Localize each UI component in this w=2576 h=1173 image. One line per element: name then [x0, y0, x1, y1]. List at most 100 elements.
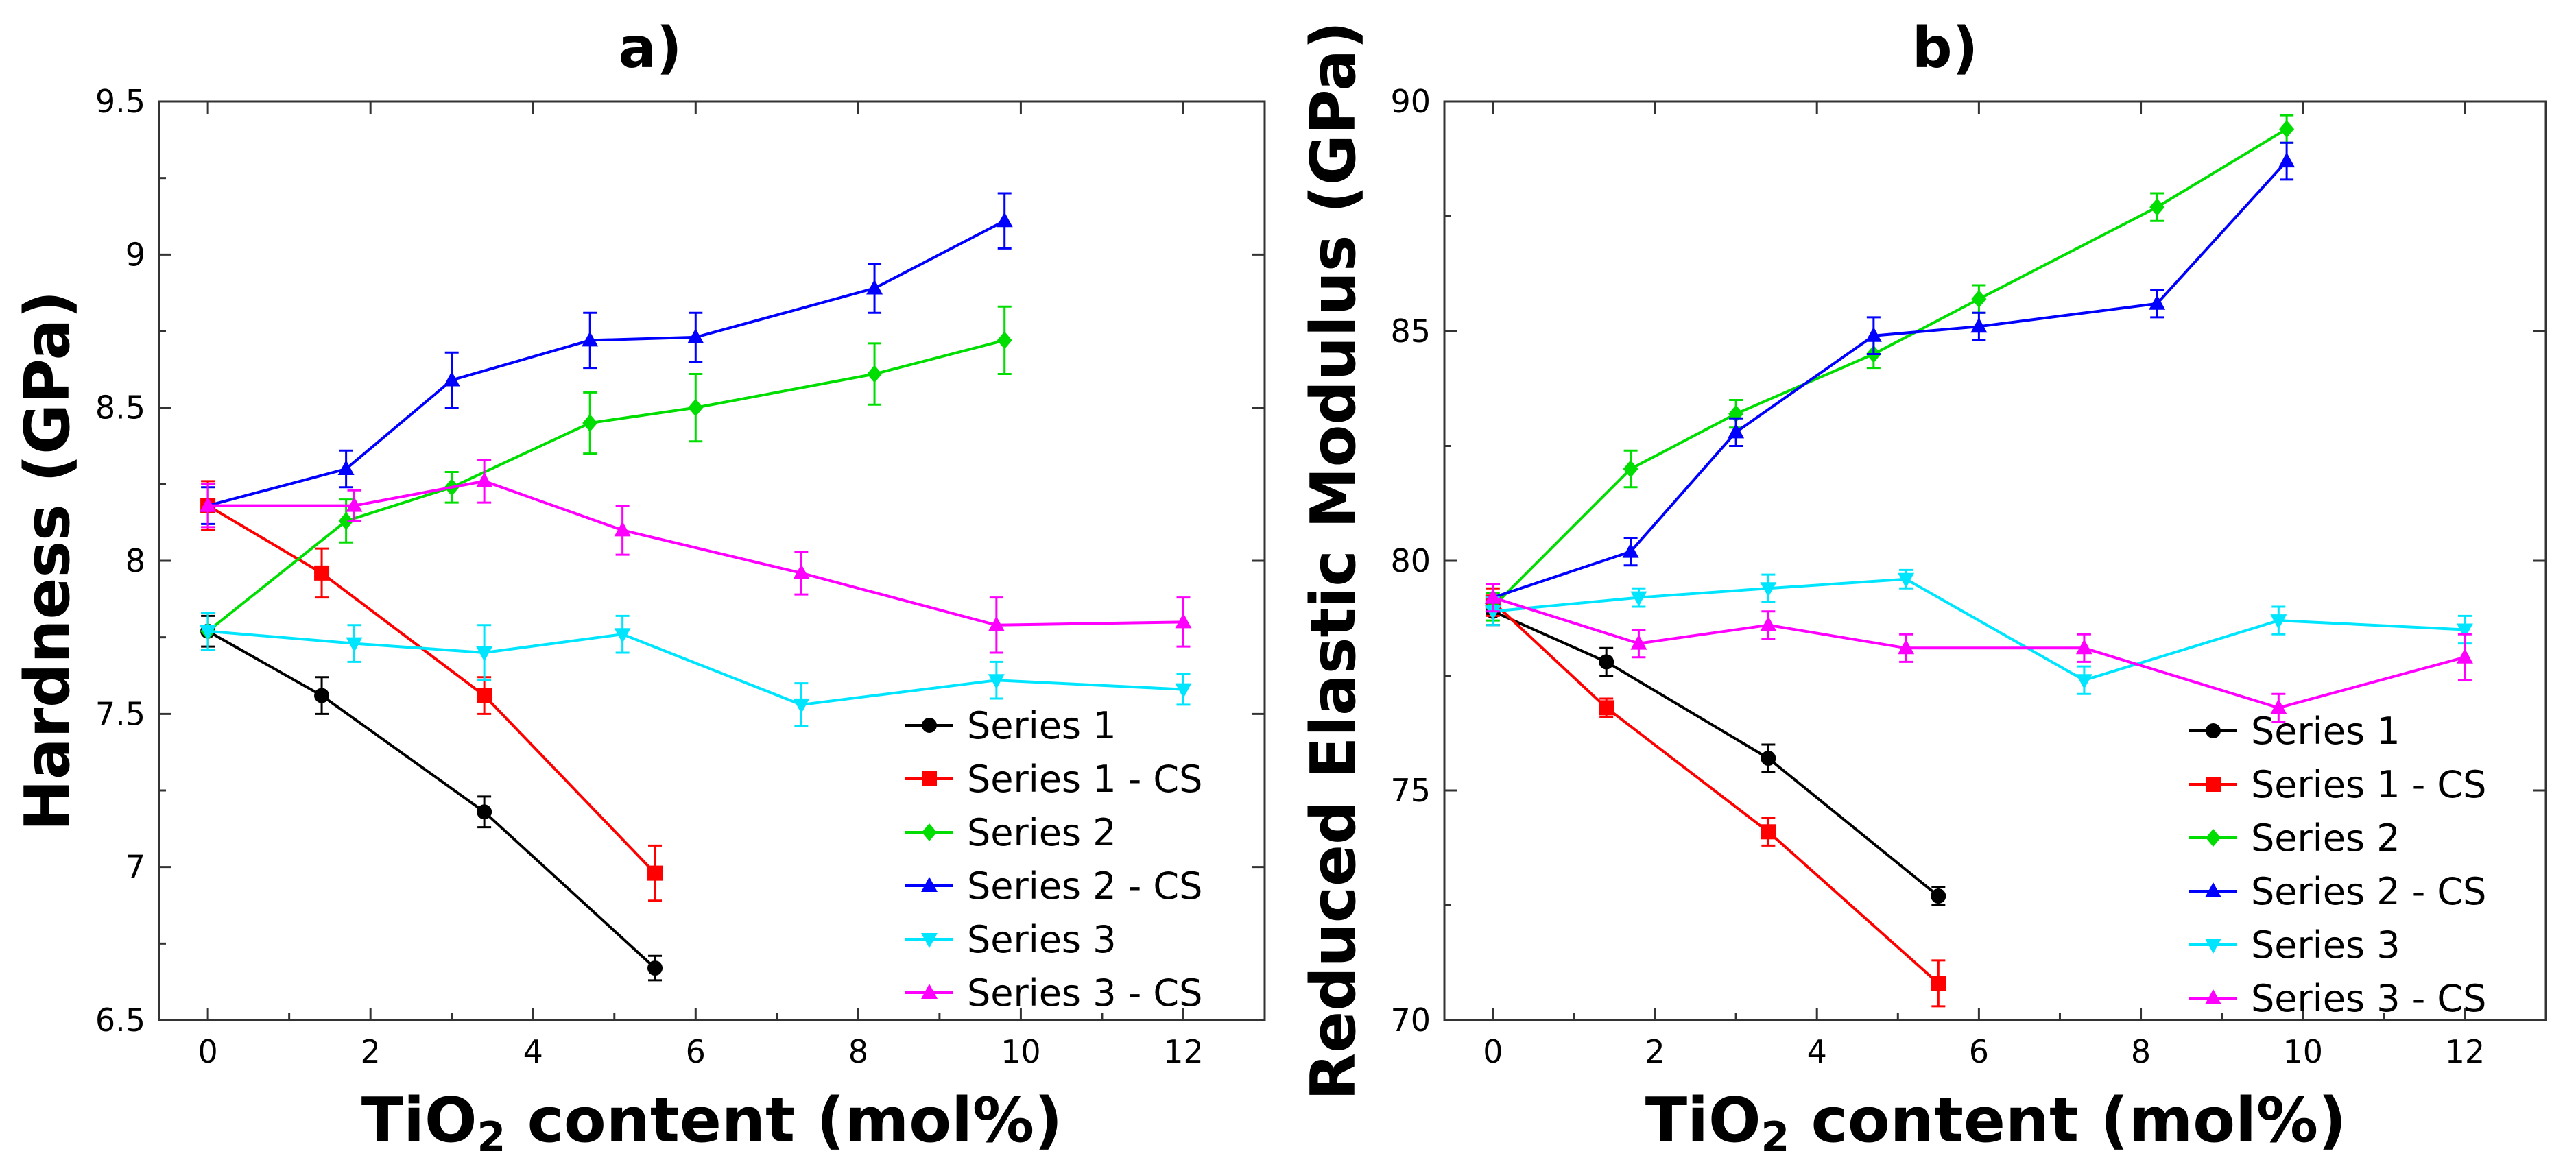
panel-b-x-tick-label: 10	[2282, 1033, 2323, 1070]
panel-b-series-3	[1485, 114, 2295, 622]
panel-b-legend: Series 1 Series 1 - CS Series 2 Series 2 - …	[2189, 710, 2486, 1020]
legend-item: Series 1 - CS	[2189, 763, 2486, 806]
data-point	[1761, 751, 1776, 766]
data-point	[1599, 654, 1614, 670]
panel-b: b) 0 2 4 6 8 10 12 70 75 80 85 90 Series 1 Series 1 …	[1298, 16, 2547, 1161]
panel-b-x-tick-label: 4	[1807, 1033, 1827, 1070]
legend-item: Series 3 - CS	[905, 971, 1202, 1015]
legend-label: Series 2	[2251, 817, 2400, 860]
data-point	[1760, 582, 1777, 598]
panel-a-legend: Series 1 Series 1 - CS Series 2 Series 2 - …	[905, 704, 1202, 1015]
panel-a-x-tick-label: 8	[848, 1033, 868, 1070]
legend-marker	[922, 823, 937, 841]
series-line	[1492, 609, 1940, 897]
data-point	[793, 698, 810, 714]
data-point	[2075, 674, 2092, 690]
series-line	[207, 504, 656, 874]
panel-a-y-tick-label: 8.5	[95, 389, 145, 426]
data-point	[866, 279, 883, 295]
panel-a-series-6	[200, 459, 1192, 654]
panel-a-series-5	[200, 612, 1192, 727]
data-point	[2075, 639, 2092, 655]
legend-label: Series 2 - CS	[967, 864, 1202, 908]
panel-b-y-axis-title: Reduced Elastic Modulus (GPa)	[1298, 21, 1370, 1100]
legend-label: Series 3	[2251, 923, 2400, 967]
data-point	[582, 414, 598, 432]
data-point	[647, 960, 663, 976]
data-point	[1761, 824, 1776, 840]
series-line	[1492, 128, 2288, 608]
data-point	[337, 460, 355, 475]
data-point	[988, 674, 1005, 690]
panel-b-y-tick-label: 85	[1390, 313, 1431, 350]
data-point	[688, 398, 704, 417]
panel-a-x-tick-label: 10	[1001, 1033, 1041, 1070]
legend-item: Series 2 - CS	[2189, 870, 2486, 913]
legend-item: Series 3	[2189, 923, 2400, 967]
panel-b-x-tick-label: 2	[1645, 1033, 1665, 1070]
data-point	[1898, 639, 1915, 655]
data-point	[614, 628, 631, 644]
legend-marker	[2206, 777, 2221, 792]
data-point	[2270, 614, 2287, 630]
legend-label: Series 1 - CS	[967, 758, 1202, 801]
data-point	[200, 625, 217, 640]
panel-a-x-tick-label: 0	[198, 1033, 217, 1070]
data-point	[1175, 613, 1192, 629]
panel-a-y-tick-label: 7	[126, 849, 145, 886]
data-point	[314, 688, 330, 703]
panel-b-y-tick-label: 80	[1390, 542, 1431, 579]
data-point	[346, 496, 363, 512]
panel-a-x-tick-label: 6	[686, 1033, 706, 1070]
panel-b-x-tick-label: 0	[1483, 1033, 1503, 1070]
panel-b-series-2	[1485, 587, 1946, 1008]
panel-a-series-2	[200, 480, 663, 902]
panel-b-series-4	[1484, 141, 2295, 613]
panel-a-y-tick-label: 6.5	[95, 1002, 145, 1039]
data-point	[1970, 317, 1988, 333]
data-point	[346, 637, 363, 653]
data-point	[582, 331, 599, 347]
data-point	[1484, 588, 1501, 604]
panel-b-x-tick-label: 12	[2445, 1033, 2485, 1070]
legend-item: Series 1	[2189, 710, 2400, 753]
data-point	[1175, 683, 1192, 699]
legend-item: Series 2 - CS	[905, 864, 1202, 908]
legend-item: Series 2	[2189, 817, 2400, 860]
panel-a-x-axis-title: TiO2 content (mol%)	[361, 1085, 1062, 1161]
panel-a: a) 0 2 4 6 8 10 126.577.588.599.5 Series 1Seri…	[12, 16, 1266, 1161]
data-point	[2149, 198, 2165, 217]
data-point	[2278, 152, 2295, 168]
legend-item: Series 1 - CS	[905, 758, 1202, 801]
panel-a-title: a)	[619, 16, 682, 81]
panel-b-ticks: 0 2 4 6 8 10 12 70 75 80 85 90	[1390, 83, 2546, 1070]
data-point	[1484, 605, 1501, 620]
data-point	[476, 646, 493, 662]
data-point	[793, 564, 810, 579]
panel-a-x-tick-label: 12	[1163, 1033, 1204, 1070]
data-point	[647, 865, 663, 881]
panel-a-series-4	[200, 192, 1013, 525]
legend-marker	[921, 877, 938, 892]
legend-item: Series 3	[905, 918, 1117, 961]
data-point	[1898, 572, 1915, 588]
panel-a-ticks: 0 2 4 6 8 10 12 6.5 7 7.5 8 8.5 9 9.5	[95, 83, 1265, 1070]
data-point	[988, 616, 1005, 631]
legend-label: Series 2	[967, 811, 1117, 854]
data-point	[867, 365, 883, 383]
legend-marker	[922, 771, 937, 786]
panel-a-y-axis-title: Hardness (GPa)	[12, 291, 84, 832]
panel-b-y-tick-label: 90	[1390, 83, 1431, 120]
panel-a-y-tick-label: 7.5	[95, 695, 145, 732]
panel-a-series	[200, 192, 1192, 982]
panel-b-series-5	[1484, 568, 2473, 695]
panel-a-y-tick-label: 9	[126, 236, 145, 273]
data-point	[614, 521, 631, 537]
panel-b-x-tick-label: 8	[2131, 1033, 2151, 1070]
legend-label: Series 1	[2251, 710, 2400, 753]
legend-label: Series 1 - CS	[2251, 763, 2486, 806]
data-point	[2279, 120, 2295, 138]
panel-b-title: b)	[1912, 16, 1978, 81]
series-line	[207, 219, 1005, 507]
